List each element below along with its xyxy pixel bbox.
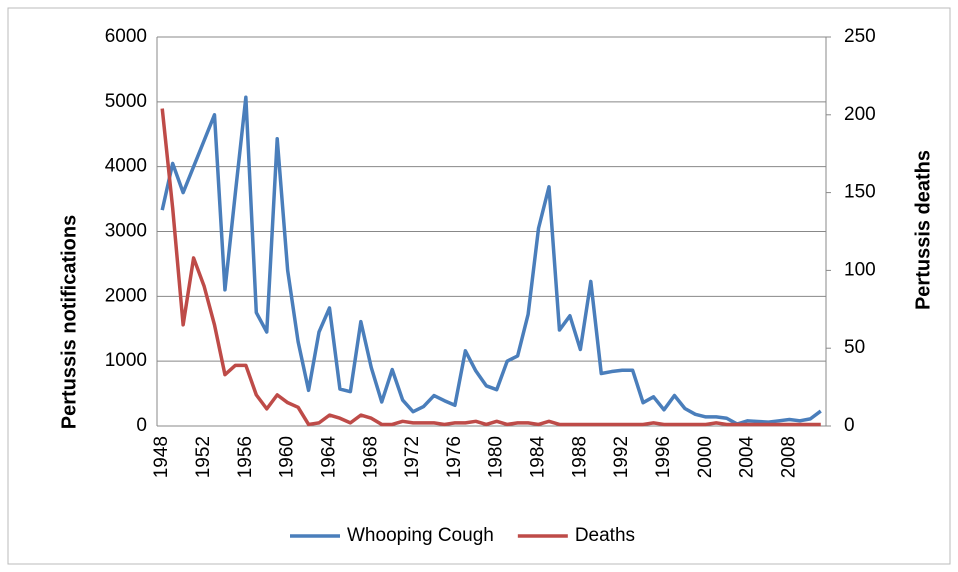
y2-axis-title: Pertussis deaths xyxy=(912,150,934,310)
y-tick-label: 1000 xyxy=(105,350,147,371)
y-tick-label: 2000 xyxy=(105,285,147,306)
y-axis-title: Pertussis notifications xyxy=(58,215,80,430)
x-tick-label: 1996 xyxy=(653,436,674,478)
x-tick-label: 1976 xyxy=(444,436,465,478)
series-line xyxy=(160,95,822,426)
y2-tick-label: 0 xyxy=(844,415,855,436)
x-tick-label: 1956 xyxy=(235,436,256,478)
y2-tick-label: 200 xyxy=(844,104,876,125)
x-tick-label: 2008 xyxy=(778,436,799,478)
y-tick-label: 3000 xyxy=(105,221,147,242)
y2-tick-label: 50 xyxy=(844,337,865,358)
x-tick-label: 1988 xyxy=(569,436,590,478)
y-tick-label: 6000 xyxy=(105,26,147,47)
x-tick-label: 2004 xyxy=(737,436,758,479)
x-tick-label: 1948 xyxy=(151,436,172,478)
x-tick-label: 1968 xyxy=(360,436,381,478)
y-tick-label: 5000 xyxy=(105,91,147,112)
y2-tick-label: 250 xyxy=(844,26,876,47)
x-tick-label: 1992 xyxy=(611,436,632,478)
x-tick-label: 1972 xyxy=(402,436,423,478)
x-tick-label: 1952 xyxy=(193,436,214,478)
y2-tick-label: 100 xyxy=(844,259,876,280)
y-tick-label: 0 xyxy=(136,415,147,436)
x-tick-label: 1960 xyxy=(277,436,298,478)
x-tick-label: 1984 xyxy=(528,436,549,479)
legend-label: Deaths xyxy=(575,525,635,546)
legend-label: Whooping Cough xyxy=(347,525,494,546)
y2-tick-label: 150 xyxy=(844,182,876,203)
frame xyxy=(7,7,951,565)
x-tick-label: 1964 xyxy=(318,436,339,479)
x-tick-label: 1980 xyxy=(486,436,507,478)
y-tick-label: 4000 xyxy=(105,156,147,177)
series-line xyxy=(160,108,821,427)
x-tick-label: 2000 xyxy=(695,436,716,478)
